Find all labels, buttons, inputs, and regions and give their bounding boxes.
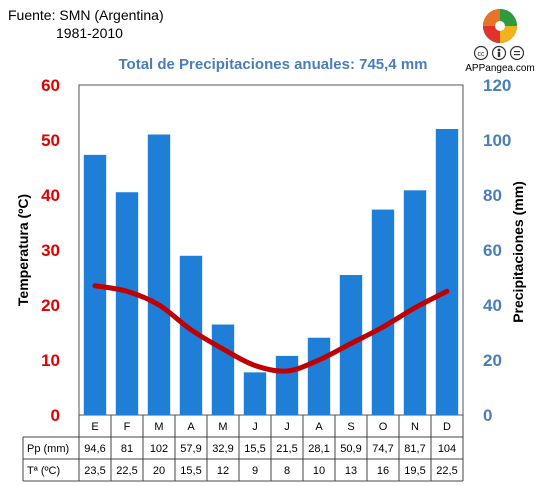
right-tick-label: 60 xyxy=(483,241,502,260)
right-tick-label: 40 xyxy=(483,296,502,315)
data-table: E F M A M J J A S O N D Pp (mm) 94,6 81 102 57,9 32,9 15,5… xyxy=(22,415,464,482)
precip-bar-7 xyxy=(275,355,299,415)
precip-bar-3 xyxy=(147,134,171,415)
left-tick-label: 40 xyxy=(41,186,60,205)
creative-commons-icon: cc xyxy=(473,45,525,61)
table-cell: 22,5 xyxy=(436,465,457,477)
month-label: A xyxy=(315,421,323,433)
right-tick-label: 120 xyxy=(483,76,511,95)
chart-title: Total de Precipitaciones anuales: 745,4 … xyxy=(118,56,427,73)
precip-bar-11 xyxy=(403,190,427,415)
precip-bar-2 xyxy=(115,192,139,415)
month-label: S xyxy=(347,421,354,433)
left-tick-label: 0 xyxy=(51,406,60,425)
table-cell: 22,5 xyxy=(116,465,137,477)
left-axis-label: Temperatura (ºC) xyxy=(15,194,31,306)
right-axis-ticks: 0 20 40 60 80 100 120 xyxy=(483,76,511,425)
brand-name: APPangea.com xyxy=(465,63,535,74)
temperature-line xyxy=(92,283,450,374)
table-cell: 19,5 xyxy=(404,465,425,477)
plot-area xyxy=(78,84,464,416)
period-label: 1981-2010 xyxy=(56,25,123,41)
month-label: J xyxy=(252,421,258,433)
left-tick-label: 30 xyxy=(41,241,60,260)
table-cell: 104 xyxy=(438,443,456,455)
table-cell: 10 xyxy=(313,465,325,477)
month-label: O xyxy=(379,421,388,433)
temperature-series-line xyxy=(92,283,450,374)
left-tick-label: 20 xyxy=(41,296,60,315)
right-tick-label: 80 xyxy=(483,186,502,205)
precip-bar-12 xyxy=(435,129,459,415)
table-cell: 9 xyxy=(252,465,258,477)
month-label: D xyxy=(443,421,451,433)
right-tick-label: 20 xyxy=(483,351,502,370)
month-label: J xyxy=(284,421,290,433)
table-cell: 8 xyxy=(284,465,290,477)
precip-bar-4 xyxy=(179,255,203,415)
table-cell: 32,9 xyxy=(212,443,233,455)
left-axis-ticks: 0 10 20 30 40 50 60 xyxy=(41,76,60,425)
table-cell: 20 xyxy=(153,465,165,477)
table-cell: 50,9 xyxy=(340,443,361,455)
precip-bar-5 xyxy=(211,324,235,415)
svg-text:cc: cc xyxy=(478,51,486,58)
precip-bar-6 xyxy=(243,372,267,415)
table-cell: 74,7 xyxy=(372,443,393,455)
right-tick-label: 0 xyxy=(483,406,492,425)
table-cell: 15,5 xyxy=(244,443,265,455)
month-label: M xyxy=(218,421,227,433)
month-label: M xyxy=(154,421,163,433)
table-cell: 21,5 xyxy=(276,443,297,455)
month-label: A xyxy=(187,421,195,433)
month-label: F xyxy=(124,421,131,433)
table-cell: 15,5 xyxy=(180,465,201,477)
right-tick-label: 100 xyxy=(483,131,511,150)
table-cell: 81 xyxy=(121,443,133,455)
month-label: N xyxy=(411,421,419,433)
table-cell: 102 xyxy=(150,443,168,455)
month-label: E xyxy=(91,421,98,433)
precip-bar-8 xyxy=(307,337,331,415)
source-label: Fuente: SMN (Argentina) xyxy=(8,7,164,23)
left-tick-label: 10 xyxy=(41,351,60,370)
table-cell: 16 xyxy=(377,465,389,477)
left-tick-label: 60 xyxy=(41,76,60,95)
left-tick-label: 50 xyxy=(41,131,60,150)
precip-bar-10 xyxy=(371,209,395,415)
table-cell: 28,1 xyxy=(308,443,329,455)
table-cell: 81,7 xyxy=(404,443,425,455)
right-axis-label: Precipitaciones (mm) xyxy=(510,181,526,323)
table-row-label: Pp (mm) xyxy=(27,443,69,455)
table-cell: 12 xyxy=(217,465,229,477)
appangea-logo xyxy=(483,9,517,43)
precipitation-bars xyxy=(83,129,459,415)
table-cell: 57,9 xyxy=(180,443,201,455)
table-cell: 94,6 xyxy=(84,443,105,455)
table-cell: 23,5 xyxy=(84,465,105,477)
table-row-label: Tª (ºC) xyxy=(27,465,60,477)
table-cell: 13 xyxy=(345,465,357,477)
